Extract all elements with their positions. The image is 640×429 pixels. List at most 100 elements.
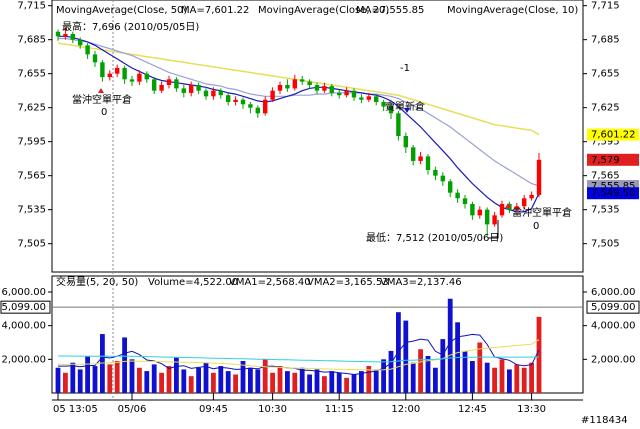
signal-marker	[98, 88, 104, 93]
volume-bar	[63, 372, 68, 393]
y-tick-label: 7,535	[591, 205, 620, 216]
candle-body	[277, 85, 283, 91]
candle-body	[477, 209, 482, 216]
legend-value: VMA1=2,568.40	[229, 277, 311, 288]
candle-body	[300, 79, 305, 82]
y-tick-label: 7,565	[591, 171, 620, 182]
price-tag	[587, 187, 639, 200]
candle-body	[462, 198, 468, 204]
volume-bar	[233, 374, 238, 393]
y-tick-label: 7,715	[591, 1, 620, 12]
volume-bar	[181, 369, 187, 393]
volume-bar	[470, 361, 475, 393]
candle-body	[211, 90, 216, 97]
volume-bar	[536, 316, 542, 393]
price-tag-label: 7,601.22	[591, 130, 636, 141]
volume-bar	[55, 367, 61, 393]
volume-bar	[144, 371, 150, 393]
volume-bar	[359, 371, 364, 393]
volume-bar	[307, 374, 312, 393]
legend-value: VMA3=2,137.46	[380, 277, 462, 288]
legend-value: VMA2=3,165.53	[307, 277, 389, 288]
volume-bar	[151, 364, 157, 393]
volume-bar	[521, 367, 527, 393]
volume-bar	[159, 372, 164, 393]
volume-bar	[70, 362, 76, 393]
volume-bar	[248, 367, 253, 393]
signal-marker	[505, 203, 511, 208]
candle-body	[137, 73, 142, 82]
vma-line	[58, 339, 540, 371]
x-tick-label: 12:00	[391, 404, 420, 415]
volume-bar	[440, 339, 446, 393]
volume-bar	[107, 364, 113, 393]
candle-body	[166, 79, 172, 85]
volume-bar	[381, 359, 386, 393]
volume-bar	[492, 367, 497, 393]
volume-bar	[299, 367, 305, 393]
volume-bar	[203, 362, 209, 393]
volume-bar	[329, 371, 335, 393]
candle-body	[344, 90, 349, 96]
candle-body	[255, 107, 260, 114]
price-tag-label: 7,555.85	[591, 181, 636, 192]
x-tick-label: 05/06	[118, 404, 147, 415]
volume-bar	[211, 372, 216, 393]
y-tick-label: 6,000.00	[591, 287, 636, 298]
annotation: 最低：7,512 (2010/05/06日)	[366, 231, 503, 244]
candle-body	[63, 34, 68, 37]
volume-bar	[477, 342, 483, 393]
candle-body	[270, 90, 275, 100]
volume-bar	[255, 369, 261, 393]
volume-bar	[507, 369, 512, 393]
candle-body	[396, 113, 401, 136]
candle-body	[337, 92, 342, 96]
volume-bar	[174, 357, 179, 393]
tag-box	[586, 300, 640, 314]
candle-body	[536, 159, 542, 195]
candle-body	[100, 62, 105, 78]
candle-body	[366, 96, 371, 100]
y-tick-label: 4,000.00	[591, 321, 636, 332]
candle-body	[359, 97, 364, 100]
candle-body	[292, 79, 297, 89]
volume-bar	[85, 355, 90, 393]
volume-bar	[484, 362, 490, 393]
annotation: 當沖空單平倉	[512, 206, 572, 219]
volume-bar	[514, 364, 520, 393]
candle-body	[492, 215, 497, 225]
volume-bar	[403, 320, 409, 393]
y-tick-label: 7,655	[591, 69, 620, 80]
volume-value: Volume=4,522.00	[148, 277, 238, 288]
price-tag	[587, 128, 639, 141]
volume-bar	[100, 334, 105, 393]
volume-bar	[77, 369, 83, 393]
candle-body	[514, 206, 519, 210]
volume-bar	[322, 376, 327, 393]
legend-name: MovingAverage(Close, 10)	[447, 5, 578, 16]
annotation: 當沖空單平倉	[72, 93, 132, 106]
ma-line	[58, 37, 540, 187]
volume-bar	[277, 366, 283, 393]
candle-body	[455, 192, 460, 199]
candle-body	[203, 90, 209, 97]
candle-body	[307, 81, 312, 85]
ma-line	[57, 42, 540, 136]
candle-body	[388, 106, 394, 114]
candle-body	[174, 79, 179, 89]
candle-body	[314, 85, 320, 91]
legend-name: MovingAverage(Close, 50)	[56, 5, 187, 16]
volume-bar	[92, 366, 98, 393]
vma-line	[58, 355, 540, 363]
tag-label: 5,099.00	[1, 302, 46, 313]
candle-body	[448, 181, 453, 193]
volume-bar	[196, 367, 201, 393]
volume-bar	[122, 337, 127, 393]
y-tick-label: 2,000.00	[591, 354, 636, 365]
volume-title: 交易量(5, 20, 50)	[56, 275, 138, 288]
y-tick-label: 7,595	[17, 137, 46, 148]
volume-bar	[351, 374, 357, 393]
volume-bar	[418, 349, 423, 393]
annotation: 最高：7,696 (2010/05/05日)	[62, 20, 199, 33]
price-panel	[51, 0, 584, 273]
